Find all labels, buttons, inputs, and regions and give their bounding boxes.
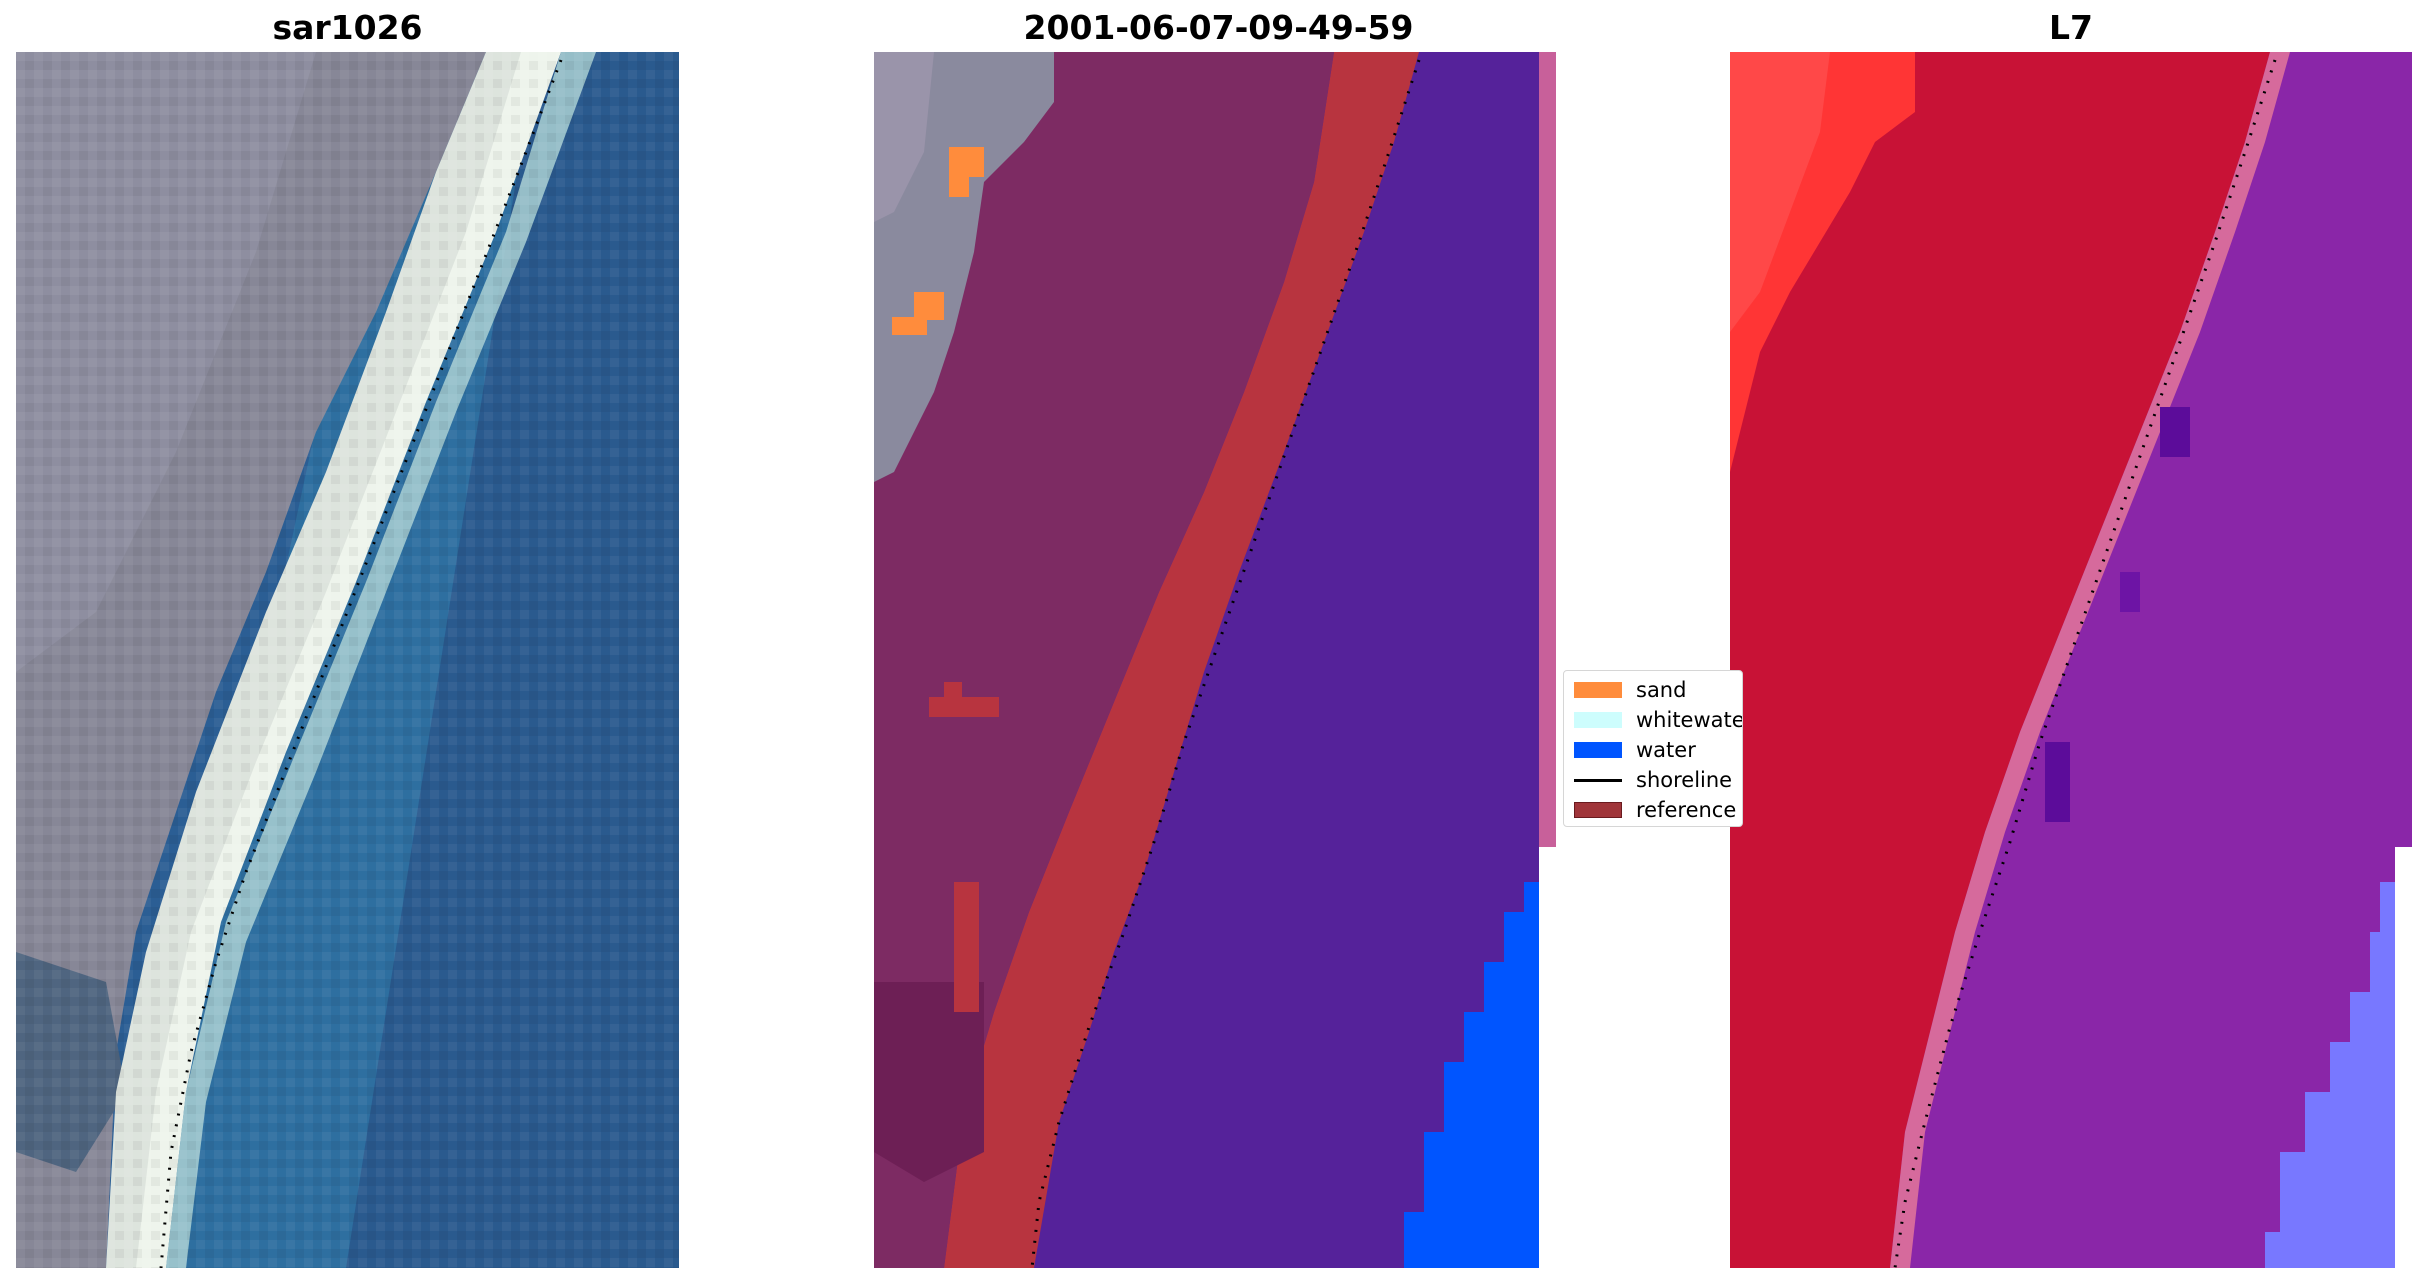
- sand-swatch: [1574, 682, 1622, 698]
- water-swatch: [1574, 742, 1622, 758]
- legend-label-sand: sand: [1636, 678, 1687, 702]
- legend-label-whitewater: whitewater: [1636, 708, 1743, 732]
- legend-item-reference: reference: [1574, 797, 1736, 823]
- classified-image: [874, 52, 1556, 1268]
- rgb-image-panel: [16, 52, 679, 1268]
- legend-item-whitewater: whitewater: [1574, 707, 1743, 733]
- l7-image-panel: [1730, 52, 2412, 1268]
- panel-title-middle: 2001-06-07-09-49-59: [1023, 8, 1414, 47]
- legend-item-sand: sand: [1574, 677, 1686, 703]
- classified-image-panel: [874, 52, 1556, 1268]
- rgb-image: [16, 52, 679, 1268]
- shoreline-line: [1030, 59, 1421, 1268]
- legend-item-shoreline: shoreline: [1574, 767, 1732, 793]
- legend-label-shoreline: shoreline: [1636, 768, 1733, 792]
- shoreline-line: [1893, 59, 2277, 1268]
- legend-label-reference: reference: [1636, 798, 1737, 822]
- legend: sand whitewater water shoreline referenc…: [1563, 670, 1743, 827]
- panel-title-left: sar1026: [272, 8, 423, 47]
- legend-item-water: water: [1574, 737, 1696, 763]
- reference-swatch: [1574, 802, 1622, 818]
- shoreline-swatch: [1574, 772, 1622, 788]
- whitewater-swatch: [1574, 712, 1622, 728]
- l7-image: [1730, 52, 2412, 1268]
- panel-title-right: L7: [2049, 8, 2093, 47]
- legend-label-water: water: [1636, 738, 1696, 762]
